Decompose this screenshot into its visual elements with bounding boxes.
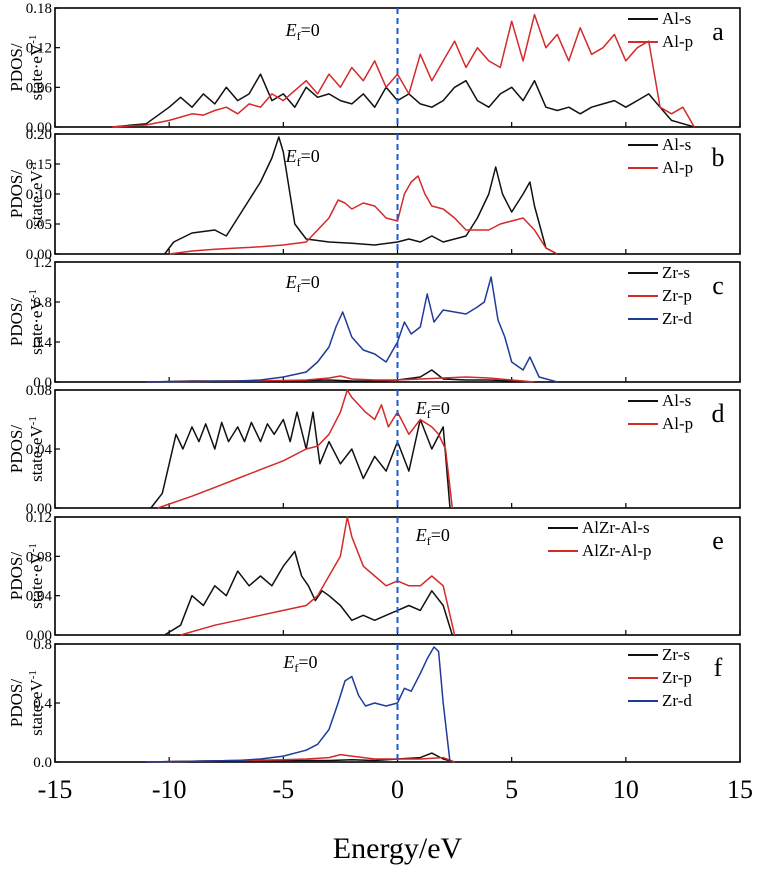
series-f-zr-d (146, 646, 451, 763)
series-c-zr-d (146, 276, 558, 383)
legend-label-c: Zr-s (662, 263, 690, 282)
series-d-al-p (157, 389, 454, 509)
xtick-label: 0 (391, 775, 404, 804)
panel-f-ytick-label: 0.4 (33, 696, 52, 712)
ylabel-d: PDOS/ (7, 425, 26, 473)
fermi-label-d: Ef=0 (415, 398, 450, 421)
ylabel2-e: state·eV-1 (27, 543, 46, 609)
ylabel2-d: state·eV-1 (27, 416, 46, 482)
panel-e-ytick-label: 0.08 (26, 549, 52, 565)
fermi-label-e: Ef=0 (415, 525, 450, 548)
legend-label-c: Zr-p (662, 286, 692, 305)
ylabel-f: PDOS/ (7, 679, 26, 727)
legend-label-b: Al-s (662, 135, 691, 154)
series-e-alzr-al-s (164, 550, 454, 636)
series-a-al-p (112, 13, 695, 128)
ylabel2-a: state·eV-1 (27, 35, 46, 101)
fermi-label-c: Ef=0 (285, 272, 320, 295)
ylabel-e: PDOS/ (7, 552, 26, 600)
panel-a-ytick-label: 0.06 (26, 80, 53, 96)
panel-b-ytick-label: 0.00 (26, 247, 52, 263)
legend-label-d: Al-p (662, 414, 693, 433)
panel-letter-d: d (712, 399, 725, 428)
legend-label-b: Al-p (662, 158, 693, 177)
legend-label-e: AlZr-Al-p (582, 541, 652, 560)
legend-label-f: Zr-s (662, 645, 690, 664)
panel-d-ytick-label: 0.04 (26, 442, 53, 458)
xaxis-label: Energy/eV (333, 832, 463, 865)
series-b-al-s (164, 136, 558, 255)
legend-label-f: Zr-d (662, 691, 692, 710)
xtick-label: 15 (727, 775, 753, 804)
panel-d-ytick-label: 0.00 (26, 501, 52, 517)
series-b-al-p (169, 175, 558, 255)
panel-c-ytick-label: 0.4 (33, 335, 52, 351)
xtick-label: -15 (38, 775, 73, 804)
fermi-label-b: Ef=0 (285, 146, 320, 169)
panel-letter-f: f (714, 653, 723, 682)
legend-label-c: Zr-d (662, 309, 692, 328)
fermi-label-a: Ef=0 (285, 20, 320, 43)
panel-b-ytick-label: 0.15 (26, 157, 52, 173)
ylabel2-c: state·eV-1 (27, 289, 46, 355)
panel-a-ytick-label: 0.00 (26, 120, 52, 136)
panel-a-ytick-label: 0.12 (26, 41, 52, 57)
panel-e-ytick-label: 0.12 (26, 510, 52, 526)
ylabel-a: PDOS/ (7, 43, 26, 91)
series-d-al-s (150, 411, 451, 509)
xtick-label: 10 (613, 775, 639, 804)
panel-a-ytick-label: 0.18 (26, 1, 52, 17)
xtick-label: -10 (152, 775, 187, 804)
legend-label-f: Zr-p (662, 668, 692, 687)
panel-e-ytick-label: 0.00 (26, 628, 52, 644)
panel-letter-c: c (712, 271, 724, 300)
panel-f-ytick-label: 0.8 (33, 637, 52, 653)
ylabel2-f: state·eV-1 (27, 670, 46, 736)
panel-d-ytick-label: 0.08 (26, 383, 52, 399)
panel-letter-a: a (712, 17, 724, 46)
panel-b-ytick-label: 0.10 (26, 187, 52, 203)
ylabel2-b: state·eV-1 (27, 161, 46, 227)
series-e-alzr-al-p (180, 516, 456, 636)
ylabel-c: PDOS/ (7, 298, 26, 346)
legend-label-d: Al-s (662, 391, 691, 410)
xtick-label: 5 (505, 775, 518, 804)
series-a-al-s (112, 73, 695, 128)
panel-letter-b: b (712, 143, 725, 172)
fermi-label-f: Ef=0 (282, 652, 317, 675)
panel-f-ytick-label: 0.0 (33, 755, 52, 771)
panel-b-ytick-label: 0.05 (26, 217, 52, 233)
panel-c-ytick-label: 0.8 (33, 295, 52, 311)
ylabel-b: PDOS/ (7, 170, 26, 218)
legend-label-a: Al-s (662, 9, 691, 28)
legend-label-a: Al-p (662, 32, 693, 51)
legend-label-e: AlZr-Al-s (582, 518, 650, 537)
panel-c-ytick-label: 1.2 (33, 255, 52, 271)
panel-e-ytick-label: 0.04 (26, 589, 53, 605)
panel-c-ytick-label: 0.0 (33, 375, 52, 391)
panel-b-ytick-label: 0.20 (26, 127, 52, 143)
xtick-label: -5 (272, 775, 294, 804)
panel-letter-e: e (712, 526, 724, 555)
